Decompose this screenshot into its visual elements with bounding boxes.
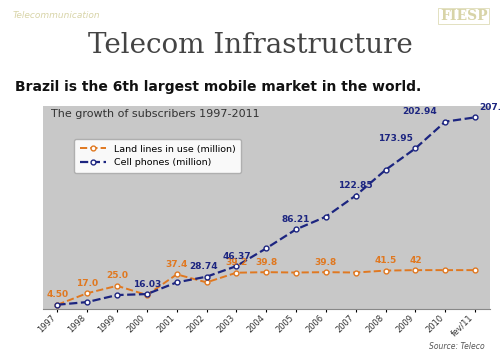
Text: 4.50: 4.50 <box>46 290 68 299</box>
Text: FIESP: FIESP <box>440 9 488 23</box>
Text: Brazil is the 6th largest mobile market in the world.: Brazil is the 6th largest mobile market … <box>15 80 421 94</box>
Text: 173.95: 173.95 <box>378 134 412 143</box>
Text: 202.94: 202.94 <box>402 107 437 116</box>
Legend: Land lines in use (million), Cell phones (million): Land lines in use (million), Cell phones… <box>74 139 241 173</box>
Text: 86.21: 86.21 <box>282 215 310 224</box>
Text: 42: 42 <box>409 256 422 264</box>
Text: 39.8: 39.8 <box>255 258 278 267</box>
Text: Telecom Infrastructure: Telecom Infrastructure <box>88 32 412 59</box>
Text: 17.0: 17.0 <box>76 279 98 288</box>
Text: 25.0: 25.0 <box>106 271 128 280</box>
Text: 39.8: 39.8 <box>315 258 337 267</box>
Text: Source: Teleco: Source: Teleco <box>430 342 485 351</box>
Text: 46.37: 46.37 <box>222 252 250 261</box>
Text: 16.03: 16.03 <box>133 280 161 288</box>
Text: Telecommunication: Telecommunication <box>12 11 100 20</box>
Text: 37.4: 37.4 <box>166 260 188 269</box>
Text: 122.85: 122.85 <box>338 181 373 190</box>
Text: 41.5: 41.5 <box>374 256 396 265</box>
Text: 39.2: 39.2 <box>226 258 248 267</box>
Text: The growth of subscribers 1997-2011: The growth of subscribers 1997-2011 <box>52 109 260 119</box>
Text: 28.74: 28.74 <box>190 262 218 271</box>
Text: 207.57: 207.57 <box>479 103 500 112</box>
